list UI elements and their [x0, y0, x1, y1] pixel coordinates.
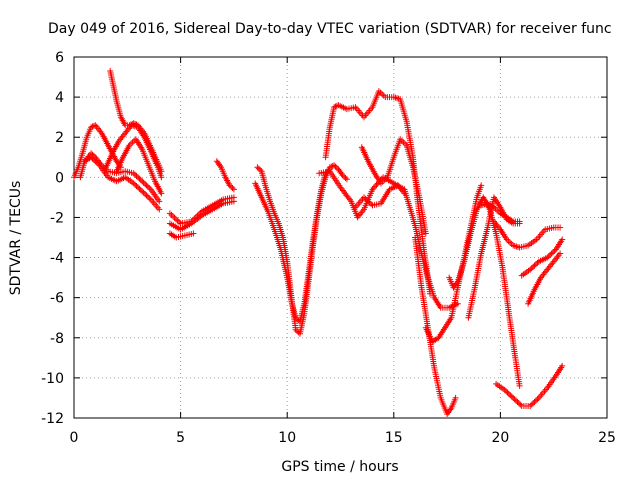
- series-markers: [478, 200, 523, 225]
- y-tick-label: -6: [50, 291, 64, 307]
- chart-title: Day 049 of 2016, Sidereal Day-to-day VTE…: [48, 21, 612, 37]
- series-markers: [166, 194, 237, 227]
- series-arc-h: [166, 198, 237, 233]
- series-markers: [113, 136, 165, 197]
- plot-frame: [73, 56, 608, 419]
- series-arc-p: [352, 182, 408, 211]
- y-axis-title: SDTVAR / TECUs: [8, 181, 24, 296]
- x-tick-label: 5: [176, 430, 185, 446]
- series-markers: [252, 166, 333, 325]
- series-markers: [358, 136, 429, 237]
- x-tick-label: 0: [70, 430, 79, 446]
- y-tick-label: -4: [50, 251, 64, 267]
- series-arc-a: [71, 122, 124, 181]
- y-tick-label: -10: [41, 371, 64, 387]
- series-markers: [103, 122, 165, 181]
- series-markers: [518, 236, 566, 279]
- series-markers: [213, 158, 237, 193]
- series-arc-c: [81, 154, 163, 213]
- series-arc-q: [412, 234, 459, 417]
- y-tick-label: -2: [50, 210, 64, 226]
- series-arc-v: [491, 218, 564, 251]
- series-markers: [71, 122, 124, 181]
- tick-labels: 0 5 10 15 20 25 -12 -10 -8 -6 -4 -2 0 2 4 6: [41, 50, 616, 446]
- series-markers: [352, 182, 408, 211]
- y-tick-label: 6: [55, 50, 64, 66]
- series-arc-l: [252, 166, 333, 325]
- plot-border: [73, 56, 608, 419]
- grid-lines: [74, 57, 607, 418]
- series-arc-x: [518, 236, 566, 279]
- series-markers: [493, 362, 566, 409]
- y-tick-label: 4: [55, 90, 64, 106]
- series-markers: [491, 218, 564, 251]
- series-arc-u: [478, 200, 523, 225]
- data-series: [71, 68, 566, 417]
- y-tick-label: 0: [55, 170, 64, 186]
- series-markers: [166, 230, 197, 241]
- series-arc-g: [166, 194, 237, 227]
- y-tick-label: -8: [50, 331, 64, 347]
- series-arc-w: [493, 362, 566, 409]
- x-tick-label: 20: [491, 430, 509, 446]
- x-tick-label: 25: [598, 430, 616, 446]
- series-arc-y: [525, 250, 564, 307]
- y-tick-label: -12: [41, 411, 64, 427]
- x-tick-label: 10: [278, 430, 296, 446]
- series-arc-o: [358, 136, 429, 237]
- series-arc-j: [213, 158, 237, 193]
- series-arc-f: [113, 136, 165, 197]
- x-axis-title: GPS time / hours: [281, 459, 398, 475]
- series-arc-e: [103, 122, 165, 181]
- y-tick-label: 2: [55, 130, 64, 146]
- series-markers: [525, 250, 564, 307]
- series-arc-i: [166, 230, 197, 241]
- series-markers: [412, 234, 459, 417]
- series-markers: [81, 154, 163, 213]
- series-markers: [166, 198, 237, 233]
- series-arc-r: [422, 182, 485, 345]
- x-tick-label: 15: [385, 430, 403, 446]
- series-markers: [422, 182, 485, 345]
